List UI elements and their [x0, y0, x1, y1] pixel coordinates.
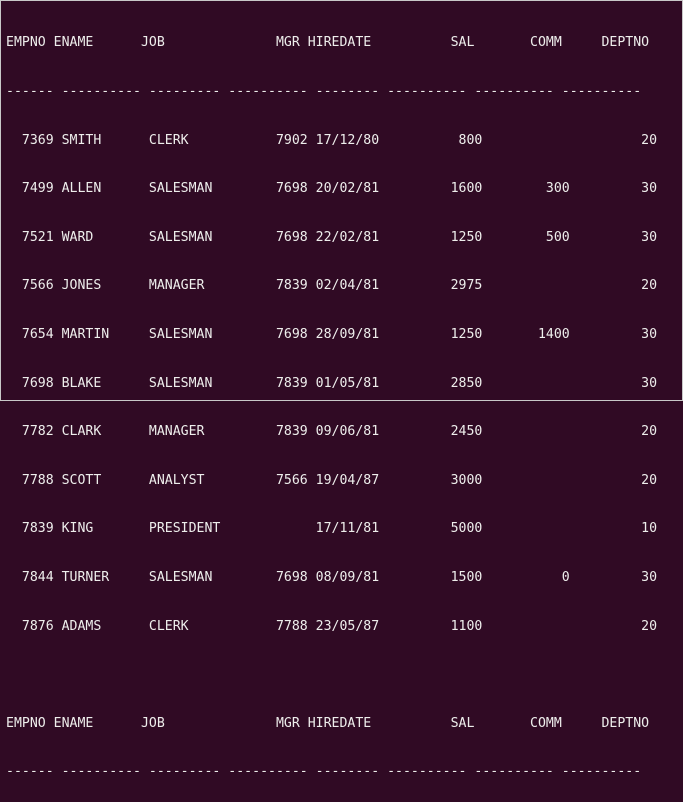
table-row: 7521 WARD SALESMAN 7698 22/02/81 1250 50… — [6, 229, 658, 245]
table-row: 7566 JONES MANAGER 7839 02/04/81 2975 20 — [6, 278, 658, 294]
table-row: 7782 CLARK MANAGER 7839 09/06/81 2450 20 — [6, 424, 658, 440]
table-header: EMPNO ENAME JOB MGR HIREDATE SAL COMM DE… — [6, 715, 650, 731]
table-row: 7698 BLAKE SALESMAN 7839 01/05/81 2850 3… — [6, 375, 658, 391]
table-row: 7788 SCOTT ANALYST 7566 19/04/87 3000 20 — [6, 472, 658, 488]
table-separator: ------ ---------- --------- ---------- -… — [6, 84, 642, 99]
terminal-output[interactable]: EMPNO ENAME JOB MGR HIREDATE SAL COMM DE… — [6, 3, 676, 779]
table-header: EMPNO ENAME JOB MGR HIREDATE SAL COMM DE… — [6, 35, 650, 51]
table-row: 7844 TURNER SALESMAN 7698 08/09/81 1500 … — [6, 569, 658, 585]
terminal-window: EMPNO ENAME JOB MGR HIREDATE SAL COMM DE… — [0, 0, 683, 779]
table-row: 7839 KING PRESIDENT 17/11/81 5000 10 — [6, 521, 658, 537]
table-separator: ------ ---------- --------- ---------- -… — [6, 764, 642, 780]
table-row: 7369 SMITH CLERK 7902 17/12/80 800 20 — [6, 132, 658, 148]
blank-line — [6, 667, 676, 683]
table-row: 7876 ADAMS CLERK 7788 23/05/87 1100 20 — [6, 618, 658, 634]
table-row: 7499 ALLEN SALESMAN 7698 20/02/81 1600 3… — [6, 181, 658, 197]
table-row: 7654 MARTIN SALESMAN 7698 28/09/81 1250 … — [6, 326, 658, 342]
